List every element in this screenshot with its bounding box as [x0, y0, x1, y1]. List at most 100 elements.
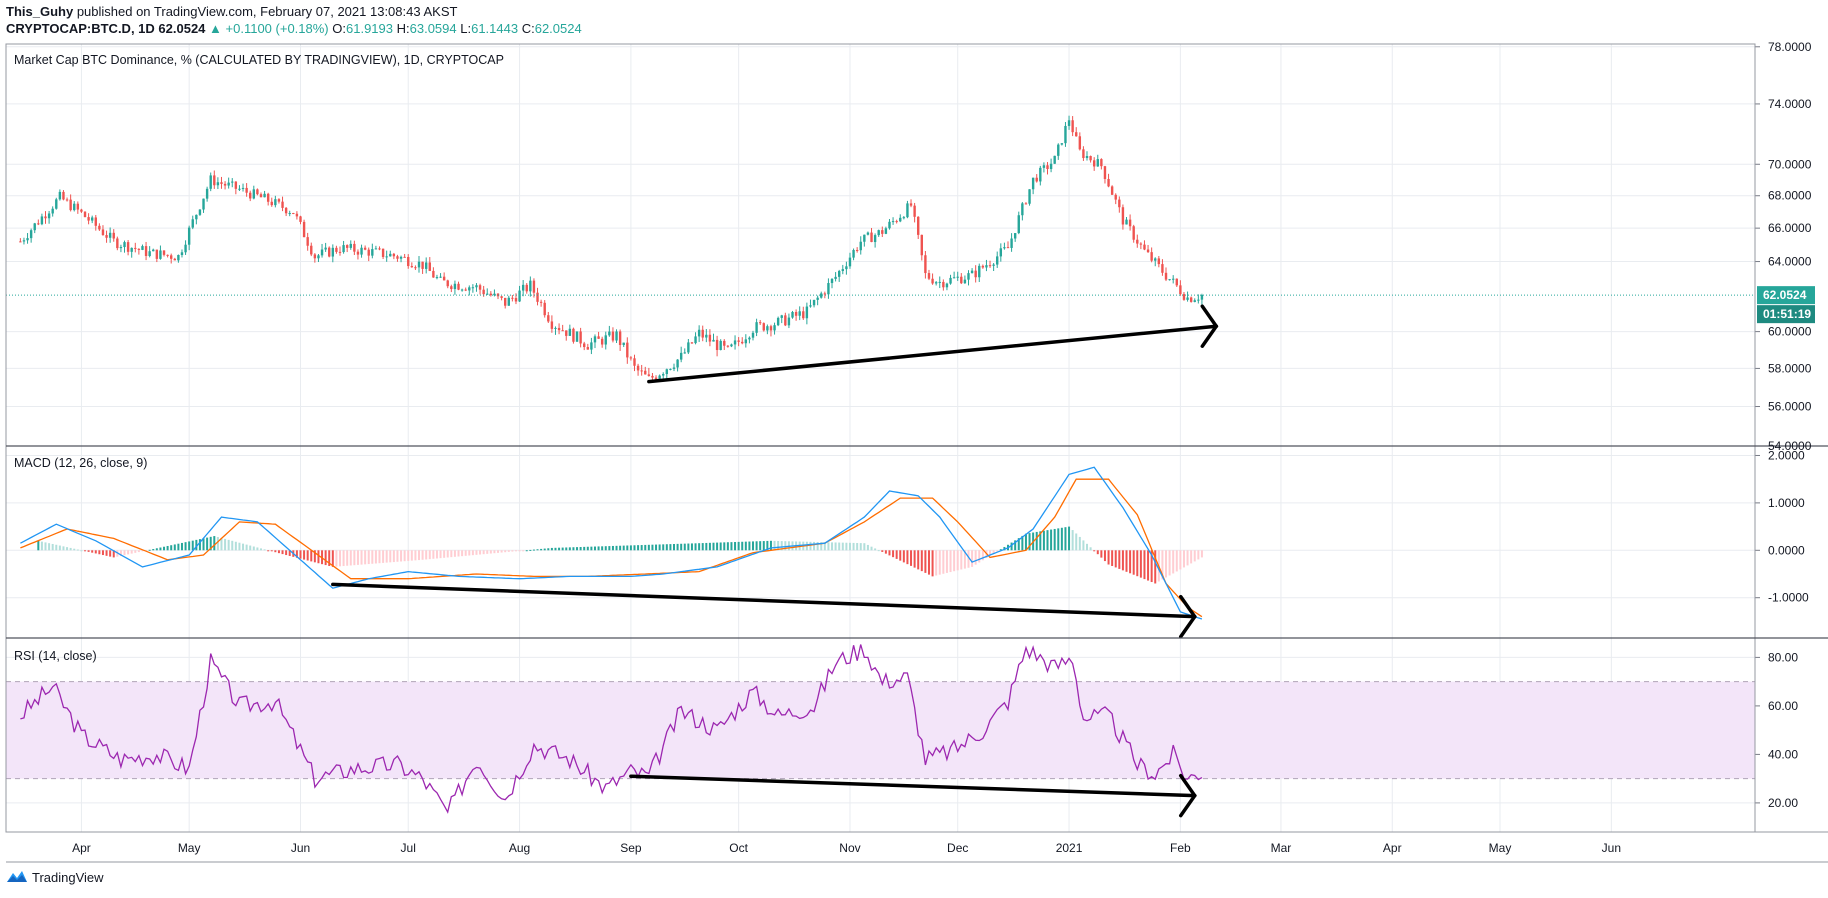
candle-body	[827, 283, 830, 295]
candle-body	[830, 278, 834, 284]
macd-histogram-bar	[1010, 542, 1013, 551]
macd-histogram-bar	[180, 542, 183, 551]
y-tick-label: 58.0000	[1768, 361, 1812, 375]
macd-histogram-bar	[866, 544, 869, 551]
trendline-arrowhead	[1200, 304, 1219, 348]
macd-histogram-bar	[647, 544, 650, 551]
last-price-label: 62.0524	[1763, 288, 1807, 302]
candle-body	[220, 182, 223, 184]
macd-histogram-bar	[270, 550, 273, 552]
macd-histogram-bar	[220, 537, 223, 551]
macd-histogram-bar	[407, 550, 410, 561]
candle-body	[73, 203, 76, 211]
macd-histogram-bar	[245, 544, 248, 551]
candle-body	[683, 352, 686, 354]
candle-body	[676, 359, 679, 368]
candle-body	[51, 208, 54, 214]
candle-body	[335, 247, 338, 252]
macd-histogram-bar	[486, 550, 489, 554]
candle-body	[256, 189, 259, 195]
candle-body	[1121, 207, 1125, 225]
candle-body	[421, 261, 424, 269]
candle-body	[489, 293, 493, 296]
candle-body	[1186, 297, 1189, 300]
macd-histogram-bar	[306, 550, 309, 561]
macd-histogram-bar	[414, 550, 417, 561]
candle-body	[974, 270, 977, 278]
macd-histogram-bar	[1165, 550, 1168, 578]
y-tick-label: 60.0000	[1768, 325, 1812, 339]
macd-histogram-bar	[432, 550, 435, 559]
macd-histogram-bar	[809, 541, 812, 551]
macd-histogram-bar	[425, 550, 428, 560]
candle-body	[730, 344, 733, 347]
candle-body	[597, 336, 600, 339]
macd-histogram-bar	[267, 550, 270, 552]
macd-histogram-bar	[58, 545, 61, 551]
macd-histogram-bar	[960, 550, 963, 570]
candle-body	[985, 265, 988, 268]
y-tick-label: 56.0000	[1768, 400, 1812, 414]
symbol-info: CRYPTOCAP:BTC.D, 1D 62.0524 ▲ +0.1100 (+…	[6, 21, 582, 36]
candle-body	[152, 249, 155, 252]
candle-body	[263, 193, 266, 198]
macd-histogram-bar	[1017, 538, 1020, 551]
candle-body	[26, 238, 29, 241]
author-name[interactable]: This_Guhy	[6, 4, 74, 19]
candle-body	[665, 369, 669, 375]
candle-body	[992, 264, 995, 266]
macd-histogram-bar	[1161, 550, 1164, 580]
trendline	[629, 774, 1197, 798]
macd-histogram-bar	[457, 550, 460, 557]
tradingview-logo-icon	[6, 869, 28, 886]
x-tick-label: Dec	[947, 841, 968, 855]
y-tick-label: 66.0000	[1768, 221, 1812, 235]
close-value: 62.0524	[534, 21, 582, 36]
candle-body	[324, 247, 327, 250]
macd-histogram-bar	[234, 541, 237, 551]
macd-histogram-bar	[1168, 550, 1171, 576]
macd-histogram-bar	[558, 547, 561, 551]
macd-histogram-bar	[672, 543, 675, 551]
candle-body	[658, 375, 661, 380]
macd-histogram-bar	[1107, 550, 1110, 565]
tradingview-footer[interactable]: TradingView	[6, 869, 104, 886]
macd-histogram-bar	[1111, 550, 1114, 566]
macd-histogram-bar	[497, 550, 500, 553]
macd-histogram-bar	[231, 540, 234, 551]
candle-body	[1003, 247, 1006, 249]
candle-body	[245, 187, 248, 193]
macd-histogram-bar	[655, 544, 658, 551]
candle-body	[834, 276, 837, 279]
macd-histogram-bar	[899, 550, 902, 561]
y-tick-label: 74.0000	[1768, 97, 1812, 111]
candle-body	[712, 339, 715, 342]
macd-histogram-bar	[84, 550, 87, 552]
candle-body	[345, 245, 349, 248]
macd-histogram-bar	[773, 540, 776, 551]
candle-body	[708, 334, 712, 342]
candle-body	[758, 322, 762, 324]
candle-body	[924, 255, 927, 274]
macd-histogram-bar	[1082, 540, 1085, 551]
macd-histogram-bar	[576, 547, 579, 551]
macd-histogram-bar	[374, 550, 377, 564]
candle-body	[410, 266, 414, 268]
macd-histogram-bar	[109, 550, 112, 557]
macd-histogram-bar	[1132, 550, 1135, 575]
macd-histogram-bar	[367, 550, 370, 565]
macd-histogram-bar	[712, 542, 715, 551]
candle-body	[119, 247, 123, 249]
macd-histogram-bar	[252, 546, 255, 551]
candle-body	[956, 276, 959, 278]
rsi-band	[6, 681, 1755, 779]
candle-body	[1175, 278, 1178, 286]
macd-histogram-bar	[461, 550, 464, 557]
macd-histogram-bar	[755, 541, 758, 551]
candle-body	[733, 340, 737, 345]
macd-histogram-bar	[489, 550, 492, 554]
candle-body	[744, 339, 748, 344]
candle-body	[134, 247, 137, 249]
candle-body	[1082, 149, 1085, 159]
